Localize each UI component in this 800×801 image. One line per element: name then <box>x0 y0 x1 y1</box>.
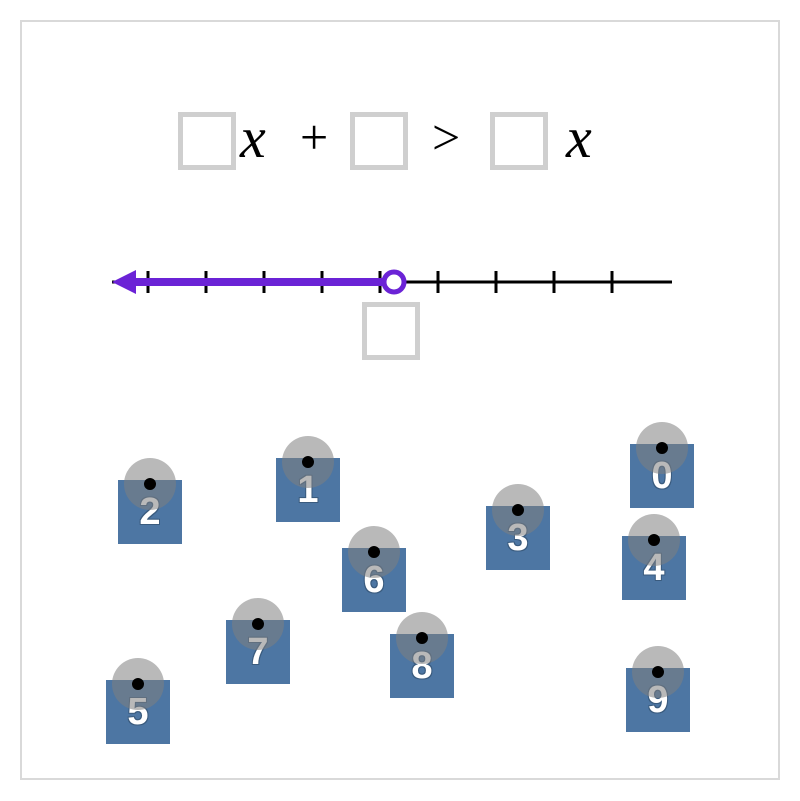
equation-plus: + <box>300 108 328 166</box>
drag-handle-dot <box>512 504 524 516</box>
tile-4[interactable]: 4 <box>622 536 686 600</box>
blank-const[interactable] <box>350 112 408 170</box>
drag-handle-dot <box>252 618 264 630</box>
blank-numberline-label[interactable] <box>362 302 420 360</box>
drag-handle-dot <box>132 678 144 690</box>
drag-handle-dot <box>144 478 156 490</box>
equation-var2: x <box>566 104 592 171</box>
tile-8[interactable]: 8 <box>390 634 454 698</box>
drag-handle-dot <box>302 456 314 468</box>
drag-handle-dot <box>648 534 660 546</box>
tile-5[interactable]: 5 <box>106 680 170 744</box>
tile-0[interactable]: 0 <box>630 444 694 508</box>
blank-coef2[interactable] <box>490 112 548 170</box>
tile-1[interactable]: 1 <box>276 458 340 522</box>
equation-var1: x <box>240 104 266 171</box>
tile-7[interactable]: 7 <box>226 620 290 684</box>
tile-9[interactable]: 9 <box>626 668 690 732</box>
drag-handle-dot <box>652 666 664 678</box>
tile-6[interactable]: 6 <box>342 548 406 612</box>
drag-handle-dot <box>368 546 380 558</box>
tile-2[interactable]: 2 <box>118 480 182 544</box>
equation-gt: > <box>432 108 460 166</box>
drag-handle-dot <box>656 442 668 454</box>
drag-handle-dot <box>416 632 428 644</box>
blank-coef1[interactable] <box>178 112 236 170</box>
tile-3[interactable]: 3 <box>486 506 550 570</box>
